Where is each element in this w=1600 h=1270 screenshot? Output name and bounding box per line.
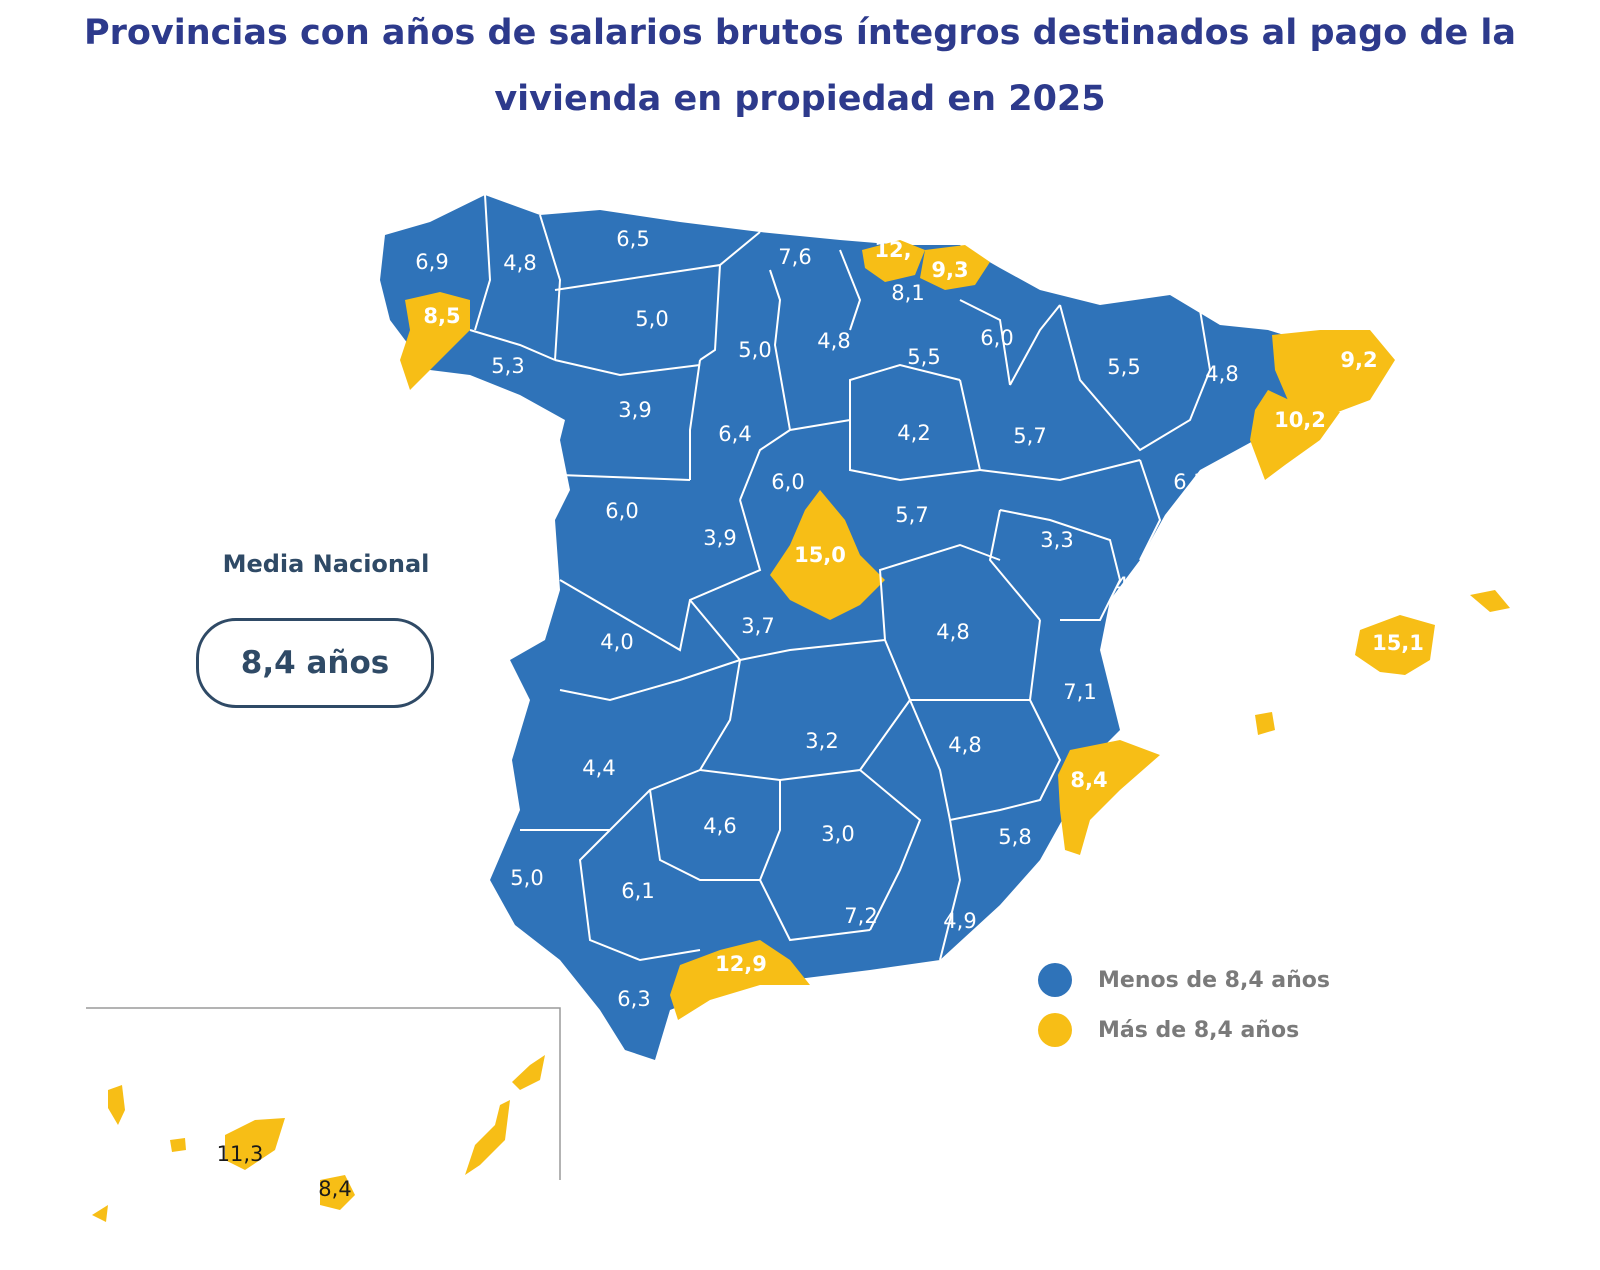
island-la-palma <box>108 1085 125 1125</box>
province-value-label: 6,1 <box>621 879 655 903</box>
province-value-label: 8,5 <box>423 304 461 328</box>
province-vizcaya <box>862 240 925 282</box>
province-value-label: 5,0 <box>635 307 669 331</box>
province-value-label: 6,5 <box>616 227 650 251</box>
province-value-label: 4,9 <box>943 909 977 933</box>
province-borders <box>469 194 1212 962</box>
province-value-label: 6,3 <box>617 987 651 1011</box>
province-value-label: 4,8 <box>817 329 851 353</box>
province-value-label: 5,0 <box>510 866 544 890</box>
province-value-label: 3,9 <box>618 398 652 422</box>
province-value-label: 6,0 <box>980 326 1014 350</box>
province-a-coruna-south <box>400 292 470 390</box>
province-value-label: 4,0 <box>600 630 634 654</box>
province-value-label: 5,5 <box>1107 355 1141 379</box>
island-el-hierro <box>92 1205 108 1222</box>
province-alicante <box>1058 740 1160 855</box>
province-value-label: 15,0 <box>794 543 846 567</box>
province-value-label: 12, <box>874 238 912 262</box>
province-value-label: 8,4 <box>1070 768 1108 792</box>
province-value-label: 5,5 <box>907 345 941 369</box>
province-value-label: 4,8 <box>936 620 970 644</box>
province-value-label: 7,6 <box>778 245 812 269</box>
province-value-label: 3,3 <box>1040 528 1074 552</box>
legend-item-above: Más de 8,4 años <box>1038 1013 1299 1047</box>
province-value-label: 8,1 <box>891 281 925 305</box>
province-value-label: 4,2 <box>897 421 931 445</box>
national-average-badge: 8,4 años <box>196 618 434 708</box>
province-value-label: 3,0 <box>821 822 855 846</box>
province-barcelona <box>1250 390 1340 480</box>
province-value-label: 5,7 <box>895 503 929 527</box>
map-title: Provincias con años de salarios brutos í… <box>83 13 1517 119</box>
province-value-label: 7,1 <box>1063 680 1097 704</box>
province-madrid <box>770 490 885 620</box>
canary-inset-frame <box>86 1007 561 1180</box>
legend-label-above: Más de 8,4 años <box>1098 1017 1300 1043</box>
province-value-label: 7,2 <box>844 904 878 928</box>
province-value-label: 6,4 <box>718 422 752 446</box>
island-tenerife <box>225 1118 285 1170</box>
province-value-label: 12,9 <box>715 952 767 976</box>
province-value-label: 3,2 <box>805 729 839 753</box>
island-menorca <box>1470 590 1510 612</box>
province-value-label: 15,1 <box>1372 631 1424 655</box>
island-mallorca <box>1355 615 1435 675</box>
province-value-label: 6,0 <box>605 499 639 523</box>
province-value-label: 4,4 <box>582 756 616 780</box>
province-malaga <box>670 940 810 1020</box>
province-value-label: 9,2 <box>1340 348 1378 372</box>
legend-dot-yellow <box>1038 1013 1072 1047</box>
province-value-label: 4,6 <box>703 814 737 838</box>
island-fuerteventura <box>465 1100 510 1175</box>
island-ibiza <box>1255 712 1275 735</box>
province-value-label: 5,3 <box>491 354 525 378</box>
legend-dot-blue <box>1038 963 1072 997</box>
island-la-gomera <box>170 1138 186 1152</box>
province-value-label: 4,8 <box>503 251 537 275</box>
province-value-label: 6,9 <box>415 250 449 274</box>
province-value-label: 6,0 <box>771 470 805 494</box>
province-value-label: 4,7 <box>1115 573 1149 597</box>
national-average-label: Media Nacional <box>222 550 430 578</box>
island-lanzarote <box>512 1055 545 1090</box>
province-value-label: 6,3 <box>1173 470 1207 494</box>
province-value-label: 8,4 <box>318 1177 352 1201</box>
legend-label-below: Menos de 8,4 años <box>1098 967 1331 993</box>
mainland-spain <box>380 195 1300 1060</box>
province-value-label: 10,2 <box>1274 408 1326 432</box>
province-value-label: 3,9 <box>703 526 737 550</box>
province-value-label: 4,8 <box>1205 362 1239 386</box>
province-value-label: 5,0 <box>738 338 772 362</box>
province-value-label: 9,3 <box>931 258 969 282</box>
province-girona <box>1272 330 1395 415</box>
province-guipuzcoa <box>920 245 990 290</box>
legend-item-below: Menos de 8,4 años <box>1038 963 1330 997</box>
island-gran-canaria <box>320 1175 355 1210</box>
province-value-label: 3,7 <box>741 614 775 638</box>
province-value-label: 4,8 <box>948 733 982 757</box>
province-value-label: 11,3 <box>216 1142 264 1166</box>
province-value-label: 5,8 <box>998 825 1032 849</box>
province-value-label: 5,7 <box>1013 424 1047 448</box>
